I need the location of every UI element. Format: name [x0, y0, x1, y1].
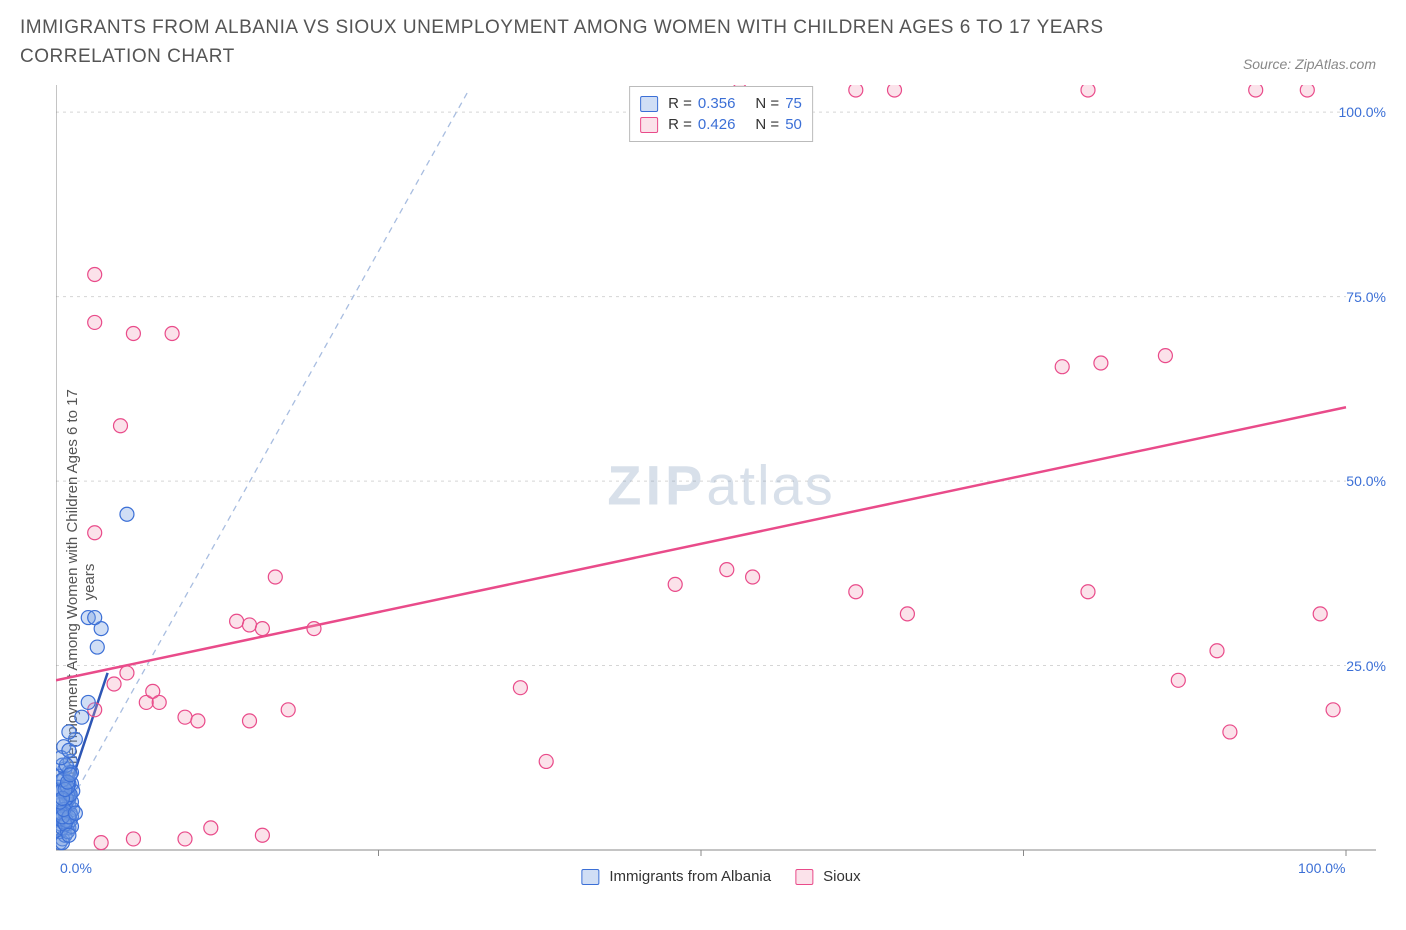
swatch-blue-icon — [640, 96, 658, 112]
y-tick-label: 25.0% — [1346, 658, 1386, 674]
n-label: N = — [755, 114, 779, 135]
legend-series: Immigrants from Albania Sioux — [581, 868, 860, 885]
y-tick-label: 75.0% — [1346, 289, 1386, 305]
legend-label: Immigrants from Albania — [609, 868, 771, 885]
scatter-plot — [56, 85, 1386, 885]
n-label: N = — [755, 93, 779, 114]
swatch-blue-icon — [581, 869, 599, 885]
chart-area: Unemployment Among Women with Children A… — [56, 85, 1386, 885]
legend-label: Sioux — [823, 868, 861, 885]
y-tick-label: 100.0% — [1339, 104, 1386, 120]
r-label: R = — [668, 114, 692, 135]
legend-item-pink: Sioux — [795, 868, 861, 885]
x-tick-label: 100.0% — [1298, 860, 1345, 876]
legend-row-pink: R = 0.426 N = 50 — [640, 114, 802, 135]
swatch-pink-icon — [640, 117, 658, 133]
r-value: 0.426 — [698, 114, 736, 135]
legend-correlation: R = 0.356 N = 75 R = 0.426 N = 50 — [629, 86, 813, 142]
x-tick-label: 0.0% — [60, 860, 92, 876]
n-value: 75 — [785, 93, 802, 114]
r-label: R = — [668, 93, 692, 114]
r-value: 0.356 — [698, 93, 736, 114]
legend-item-blue: Immigrants from Albania — [581, 868, 771, 885]
swatch-pink-icon — [795, 869, 813, 885]
chart-title: IMMIGRANTS FROM ALBANIA VS SIOUX UNEMPLO… — [20, 14, 1120, 71]
legend-row-blue: R = 0.356 N = 75 — [640, 93, 802, 114]
y-tick-label: 50.0% — [1346, 473, 1386, 489]
source-credit: Source: ZipAtlas.com — [1243, 56, 1376, 72]
n-value: 50 — [785, 114, 802, 135]
